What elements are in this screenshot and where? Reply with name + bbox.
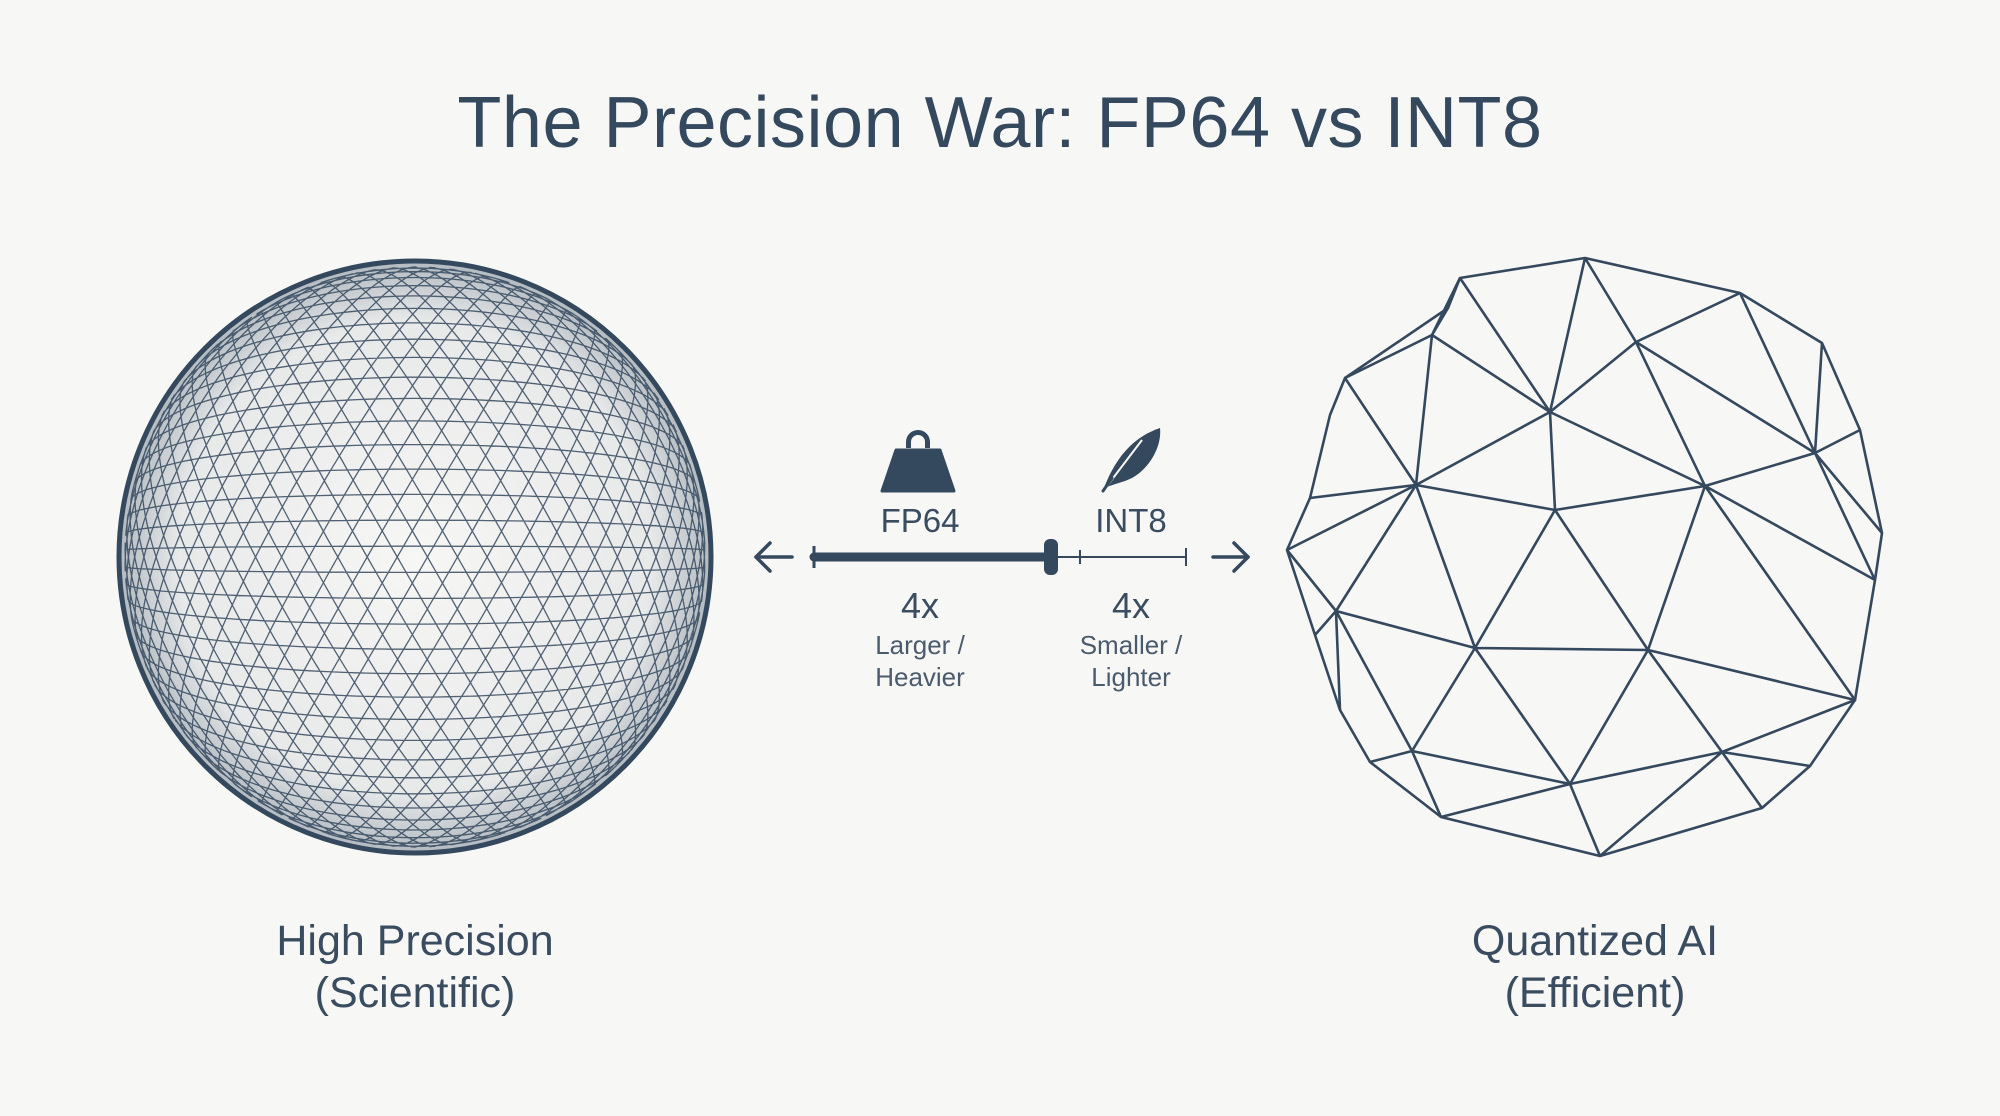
feather-icon xyxy=(1101,428,1161,493)
fp64-label: FP64 xyxy=(880,502,960,539)
int8-desc-line2: Lighter xyxy=(1091,662,1171,692)
fp64-description: Larger / Heavier xyxy=(835,629,1005,693)
int8-description: Smaller / Lighter xyxy=(1046,629,1216,693)
scale-bar xyxy=(809,539,1187,575)
quantized-polyhedron xyxy=(1285,256,1884,858)
quantized-caption-line2: (Efficient) xyxy=(1504,969,1686,1017)
scale-divider xyxy=(1044,539,1058,575)
weight-icon xyxy=(880,430,956,493)
fp64-desc-line1: Larger / xyxy=(875,630,965,660)
high-precision-sphere xyxy=(116,258,714,856)
int8-factor: 4x xyxy=(1111,585,1151,626)
fp64-factor: 4x xyxy=(900,585,940,626)
high-precision-caption-line2: (Scientific) xyxy=(314,969,516,1017)
high-precision-caption: High Precision (Scientific) xyxy=(215,915,615,1019)
quantized-caption-line1: Quantized AI xyxy=(1471,917,1719,965)
quantized-caption: Quantized AI (Efficient) xyxy=(1395,915,1795,1019)
int8-label: INT8 xyxy=(1095,502,1167,539)
left-arrow-icon xyxy=(754,541,794,573)
page-title: The Precision War: FP64 vs INT8 xyxy=(457,83,1543,163)
int8-desc-line1: Smaller / xyxy=(1079,630,1183,660)
fp64-desc-line2: Heavier xyxy=(875,662,965,692)
high-precision-caption-line1: High Precision xyxy=(276,917,554,965)
right-arrow-icon xyxy=(1211,541,1250,573)
